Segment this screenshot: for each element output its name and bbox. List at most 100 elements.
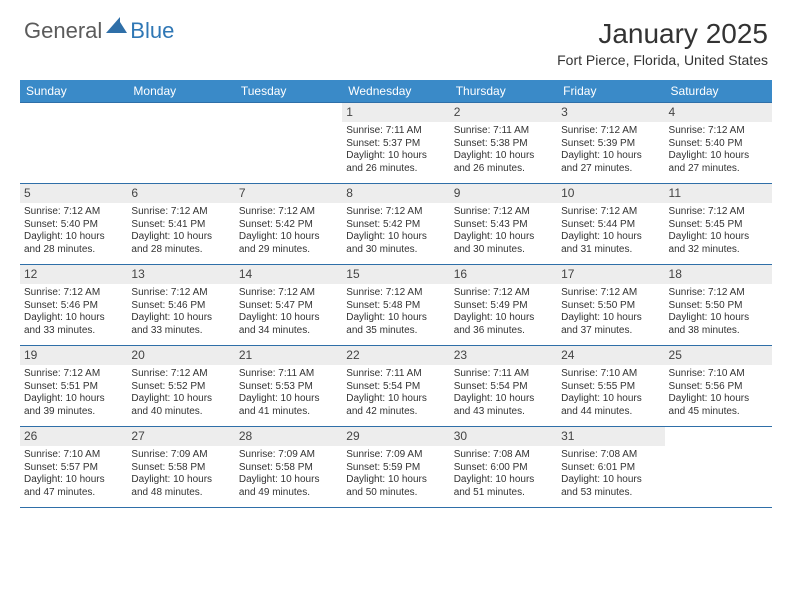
day-body: Sunrise: 7:11 AMSunset: 5:37 PMDaylight:… [342,124,449,178]
day-cell: 9Sunrise: 7:12 AMSunset: 5:43 PMDaylight… [450,184,557,264]
daylight-line: Daylight: 10 hours and 28 minutes. [24,231,123,256]
day-body: Sunrise: 7:12 AMSunset: 5:48 PMDaylight:… [342,286,449,340]
sunrise-line: Sunrise: 7:10 AM [24,449,123,462]
sunset-line: Sunset: 5:52 PM [131,381,230,394]
day-body: Sunrise: 7:12 AMSunset: 5:49 PMDaylight:… [450,286,557,340]
day-cell: 1 Sunrise: 7:11 AMSunset: 5:37 PMDaylight… [342,103,449,183]
day-number: 17 [557,265,664,284]
week-row: 1 Sunrise: 7:11 AMSunset: 5:37 PMDaylight… [20,102,772,183]
day-body: Sunrise: 7:08 AMSunset: 6:00 PMDaylight:… [450,448,557,502]
day-body: Sunrise: 7:11 AMSunset: 5:54 PMDaylight:… [450,367,557,421]
logo: General Blue [24,18,174,44]
month-title: January 2025 [557,18,768,50]
daylight-line: Daylight: 10 hours and 33 minutes. [24,312,123,337]
day-cell: 26 Sunrise: 7:10 AMSunset: 5:57 PMDayligh… [20,427,127,507]
day-cell: 19Sunrise: 7:12 AMSunset: 5:51 PMDayligh… [20,346,127,426]
day-header: Thursday [450,80,557,102]
sunset-line: Sunset: 5:39 PM [561,138,660,151]
day-number: 12 [20,265,127,284]
sunset-line: Sunset: 5:40 PM [669,138,768,151]
day-body: Sunrise: 7:12 AMSunset: 5:47 PMDaylight:… [235,286,342,340]
day-cell: 15Sunrise: 7:12 AMSunset: 5:48 PMDayligh… [342,265,449,345]
day-cell: 14Sunrise: 7:12 AMSunset: 5:47 PMDayligh… [235,265,342,345]
day-number: 19 [20,346,127,365]
day-cell: 6Sunrise: 7:12 AMSunset: 5:41 PMDaylight… [127,184,234,264]
daylight-line: Daylight: 10 hours and 27 minutes. [561,150,660,175]
sunset-line: Sunset: 5:43 PM [454,219,553,232]
daylight-line: Daylight: 10 hours and 47 minutes. [24,474,123,499]
sunset-line: Sunset: 5:42 PM [346,219,445,232]
daylight-line: Daylight: 10 hours and 48 minutes. [131,474,230,499]
sunset-line: Sunset: 5:49 PM [454,300,553,313]
day-number: 21 [235,346,342,365]
title-block: January 2025 Fort Pierce, Florida, Unite… [557,18,768,68]
day-body: Sunrise: 7:12 AMSunset: 5:52 PMDaylight:… [127,367,234,421]
sunset-line: Sunset: 5:56 PM [669,381,768,394]
sunset-line: Sunset: 5:47 PM [239,300,338,313]
day-cell: 27 Sunrise: 7:09 AMSunset: 5:58 PMDayligh… [127,427,234,507]
sunrise-line: Sunrise: 7:12 AM [24,287,123,300]
day-number: 7 [235,184,342,203]
day-body: Sunrise: 7:12 AMSunset: 5:40 PMDaylight:… [665,124,772,178]
day-body: Sunrise: 7:10 AMSunset: 5:56 PMDaylight:… [665,367,772,421]
day-number: 26 [20,427,127,446]
sunset-line: Sunset: 5:50 PM [561,300,660,313]
sunrise-line: Sunrise: 7:12 AM [454,287,553,300]
day-number: 18 [665,265,772,284]
daylight-line: Daylight: 10 hours and 39 minutes. [24,393,123,418]
logo-text-blue: Blue [130,18,174,44]
calendar: SundayMondayTuesdayWednesdayThursdayFrid… [0,74,792,507]
day-number: 13 [127,265,234,284]
daylight-line: Daylight: 10 hours and 31 minutes. [561,231,660,256]
day-number: 1 [342,103,449,122]
daylight-line: Daylight: 10 hours and 26 minutes. [346,150,445,175]
day-number: 6 [127,184,234,203]
day-body: Sunrise: 7:12 AMSunset: 5:42 PMDaylight:… [235,205,342,259]
sunset-line: Sunset: 5:50 PM [669,300,768,313]
sunrise-line: Sunrise: 7:12 AM [454,206,553,219]
day-body: Sunrise: 7:08 AMSunset: 6:01 PMDaylight:… [557,448,664,502]
day-cell: 4Sunrise: 7:12 AMSunset: 5:40 PMDaylight… [665,103,772,183]
sunrise-line: Sunrise: 7:12 AM [239,287,338,300]
sunset-line: Sunset: 5:58 PM [239,462,338,475]
day-cell [235,103,342,183]
daylight-line: Daylight: 10 hours and 28 minutes. [131,231,230,256]
daylight-line: Daylight: 10 hours and 44 minutes. [561,393,660,418]
week-row: 5Sunrise: 7:12 AMSunset: 5:40 PMDaylight… [20,183,772,264]
week-row: 12 Sunrise: 7:12 AMSunset: 5:46 PMDayligh… [20,264,772,345]
sunrise-line: Sunrise: 7:12 AM [131,368,230,381]
daylight-line: Daylight: 10 hours and 50 minutes. [346,474,445,499]
day-cell [127,103,234,183]
daylight-line: Daylight: 10 hours and 27 minutes. [669,150,768,175]
sunrise-line: Sunrise: 7:08 AM [561,449,660,462]
day-number: 5 [20,184,127,203]
daylight-line: Daylight: 10 hours and 34 minutes. [239,312,338,337]
day-cell [665,427,772,507]
daylight-line: Daylight: 10 hours and 30 minutes. [346,231,445,256]
day-body: Sunrise: 7:09 AMSunset: 5:58 PMDaylight:… [127,448,234,502]
day-body: Sunrise: 7:12 AMSunset: 5:42 PMDaylight:… [342,205,449,259]
logo-text-general: General [24,18,102,44]
calendar-bottom-border [20,507,772,508]
day-number: 28 [235,427,342,446]
day-cell: 22Sunrise: 7:11 AMSunset: 5:54 PMDayligh… [342,346,449,426]
day-cell: 18 Sunrise: 7:12 AMSunset: 5:50 PMDayligh… [665,265,772,345]
day-body: Sunrise: 7:12 AMSunset: 5:46 PMDaylight:… [20,286,127,340]
day-cell: 12 Sunrise: 7:12 AMSunset: 5:46 PMDayligh… [20,265,127,345]
day-number: 11 [665,184,772,203]
day-body: Sunrise: 7:12 AMSunset: 5:39 PMDaylight:… [557,124,664,178]
day-header: Friday [557,80,664,102]
sunset-line: Sunset: 5:38 PM [454,138,553,151]
location: Fort Pierce, Florida, United States [557,52,768,68]
sunrise-line: Sunrise: 7:12 AM [561,287,660,300]
day-body: Sunrise: 7:09 AMSunset: 5:59 PMDaylight:… [342,448,449,502]
sunrise-line: Sunrise: 7:12 AM [669,287,768,300]
daylight-line: Daylight: 10 hours and 38 minutes. [669,312,768,337]
sunrise-line: Sunrise: 7:12 AM [346,287,445,300]
day-number: 27 [127,427,234,446]
day-header: Saturday [665,80,772,102]
day-body: Sunrise: 7:11 AMSunset: 5:53 PMDaylight:… [235,367,342,421]
sunrise-line: Sunrise: 7:11 AM [454,125,553,138]
sunset-line: Sunset: 5:57 PM [24,462,123,475]
day-cell: 28Sunrise: 7:09 AMSunset: 5:58 PMDayligh… [235,427,342,507]
